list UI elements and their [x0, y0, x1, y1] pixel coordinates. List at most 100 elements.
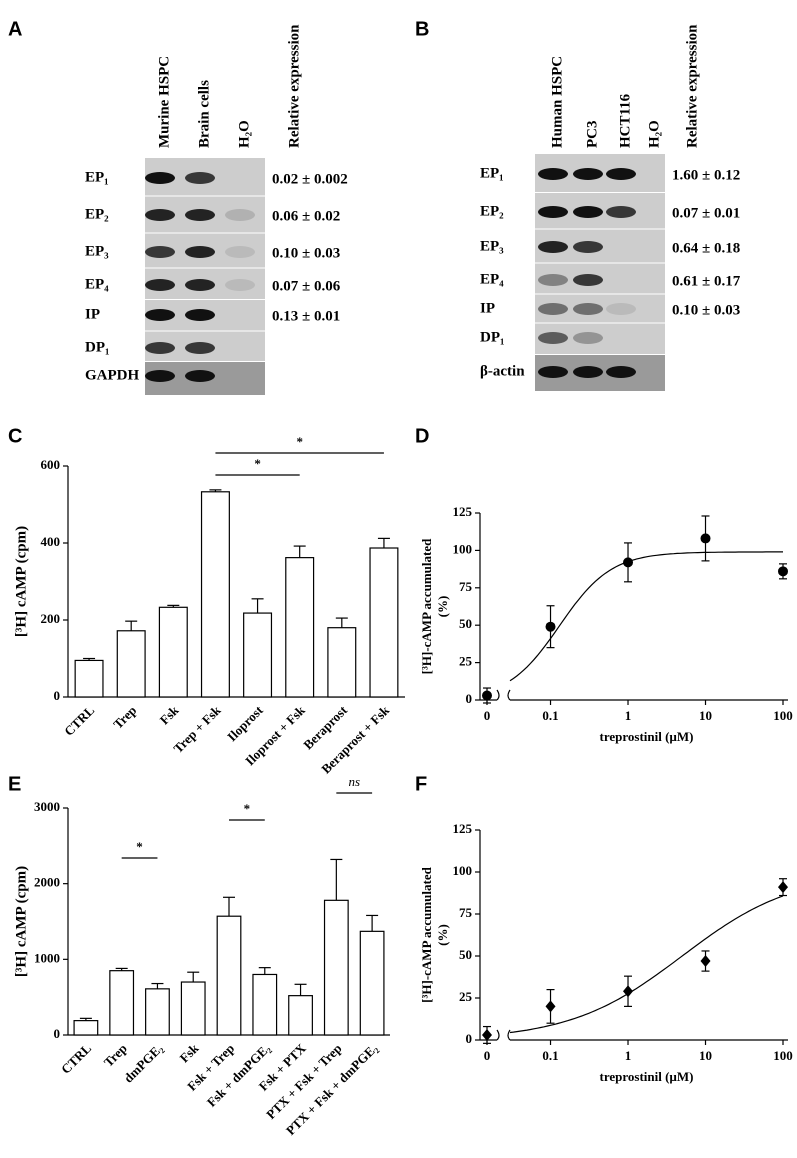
expression: 0.61 ± 0.17 — [672, 273, 741, 289]
gel-band — [606, 206, 636, 218]
gel-band — [573, 332, 603, 344]
gel-band — [538, 303, 568, 315]
significance-label: * — [244, 801, 251, 816]
row-label: EP₃ — [480, 238, 504, 254]
y-tick-label: 75 — [459, 905, 473, 920]
expression: 0.07 ± 0.06 — [272, 278, 341, 294]
expression: 1.60 ± 0.12 — [672, 167, 740, 183]
point — [482, 690, 492, 701]
significance-label: * — [254, 456, 261, 471]
row-label: EP₃ — [85, 243, 109, 259]
gel-band — [145, 370, 175, 382]
x-tick-label: 1 — [625, 708, 632, 723]
fit-curve — [509, 551, 783, 682]
bar — [327, 627, 357, 698]
x-tick-label: Trep — [110, 703, 139, 732]
gel-band — [573, 168, 603, 180]
expression: 0.06 ± 0.02 — [272, 208, 340, 224]
gel-band — [185, 370, 215, 382]
y-tick-label: 50 — [459, 616, 472, 631]
x-tick-label: 100 — [773, 708, 793, 723]
expression: 0.64 ± 0.18 — [672, 240, 740, 256]
header: Relative expression — [684, 24, 700, 148]
point — [778, 566, 788, 577]
header: Relative expression — [286, 24, 302, 148]
y-tick-label: 0 — [466, 691, 473, 706]
y-tick-label: 25 — [459, 654, 473, 669]
panel-label: D — [415, 425, 429, 447]
gel-band — [606, 303, 636, 315]
y-tick-label: 3000 — [34, 799, 60, 814]
row-label: GAPDH — [85, 367, 139, 383]
point — [545, 621, 556, 632]
gel-band — [573, 274, 603, 286]
gel-band — [573, 206, 603, 218]
bar — [252, 973, 278, 1036]
bar — [158, 606, 188, 698]
row-label: EP₄ — [480, 271, 504, 287]
gel-band — [538, 168, 568, 180]
y-tick-label: 100 — [453, 863, 473, 878]
lane-label: H₂O — [236, 120, 252, 148]
gel-band — [225, 246, 255, 258]
y-axis-label: [³H] cAMP (cpm) — [13, 526, 29, 637]
bar — [180, 981, 206, 1036]
y-tick-label: 50 — [459, 947, 472, 962]
x-axis-label: treprostinil (µM) — [599, 729, 693, 744]
y-axis-label: (%) — [435, 596, 450, 618]
gel-band — [573, 241, 603, 253]
y-tick-label: 125 — [453, 504, 473, 519]
fit-curve — [509, 895, 784, 1034]
y-tick-label: 75 — [459, 579, 473, 594]
x-tick-label: Fsk — [157, 702, 182, 727]
point — [545, 1000, 556, 1013]
y-tick-label: 2000 — [34, 875, 60, 890]
y-axis-label: (%) — [435, 924, 450, 946]
bar — [116, 630, 146, 698]
x-tick-label: CTRL — [58, 1040, 94, 1076]
expression: 0.07 ± 0.01 — [672, 205, 740, 221]
row-label: EP₁ — [85, 169, 109, 185]
x-tick-label: Iloprost — [224, 702, 266, 744]
point — [700, 533, 711, 544]
axis-break — [496, 689, 511, 701]
bar — [323, 899, 349, 1036]
bar — [200, 491, 230, 698]
bar — [243, 612, 273, 698]
x-tick-label: 0 — [484, 708, 491, 723]
x-tick-label: 10 — [699, 708, 712, 723]
panel-label: B — [415, 18, 429, 40]
y-axis-label: [³H]-cAMP accumulated — [419, 866, 434, 1002]
x-tick-label: dmPGE₂ — [121, 1041, 166, 1086]
gel-band — [185, 172, 215, 184]
significance-label: * — [296, 434, 303, 449]
axis-break — [496, 1029, 511, 1041]
panel-label: A — [8, 18, 22, 40]
gel-band — [573, 303, 603, 315]
gel-band — [185, 209, 215, 221]
y-tick-label: 0 — [54, 1026, 61, 1041]
gel-band — [145, 309, 175, 321]
row-label: EP₁ — [480, 165, 504, 181]
row-label: EP₂ — [480, 203, 504, 219]
x-tick-label: 0 — [484, 1048, 491, 1063]
bar — [145, 988, 170, 1036]
x-tick-label: 0.1 — [542, 708, 558, 723]
x-tick-label: 0.1 — [542, 1048, 558, 1063]
gel-band — [185, 246, 215, 258]
y-tick-label: 25 — [459, 989, 473, 1004]
x-tick-label: 10 — [699, 1048, 712, 1063]
bar — [73, 1020, 99, 1036]
bar — [109, 970, 135, 1036]
gel-band — [145, 209, 175, 221]
gel-band — [538, 206, 568, 218]
gel-band — [538, 332, 568, 344]
expression: 0.10 ± 0.03 — [672, 302, 740, 318]
row-label: DP₁ — [85, 339, 110, 355]
bar — [285, 557, 315, 698]
row-label: IP — [85, 306, 100, 322]
row-label: IP — [480, 300, 495, 316]
gel-band — [185, 309, 215, 321]
lane-label: PC3 — [584, 121, 600, 149]
